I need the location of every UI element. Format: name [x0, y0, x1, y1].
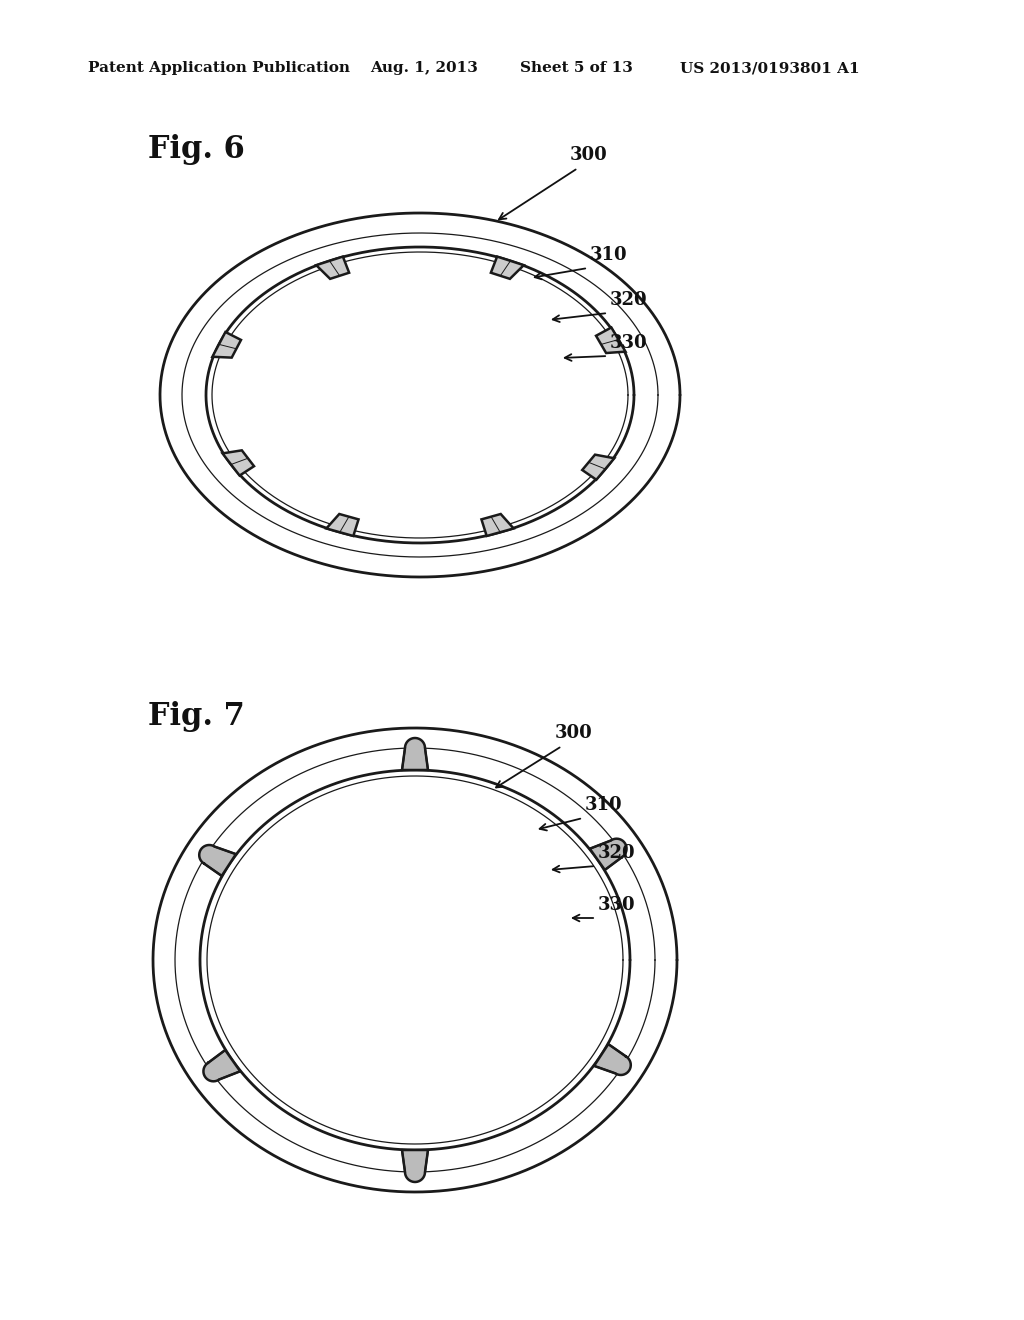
Polygon shape [327, 513, 358, 536]
Text: 300: 300 [570, 147, 608, 164]
Text: 320: 320 [610, 290, 647, 309]
Text: Fig. 7: Fig. 7 [148, 701, 245, 733]
Polygon shape [596, 327, 626, 352]
Text: 300: 300 [555, 723, 593, 742]
Text: Aug. 1, 2013: Aug. 1, 2013 [370, 61, 478, 75]
Polygon shape [204, 1051, 241, 1081]
Text: 330: 330 [610, 334, 647, 352]
Text: Patent Application Publication: Patent Application Publication [88, 61, 350, 75]
Text: 310: 310 [590, 246, 628, 264]
Polygon shape [490, 256, 523, 279]
Text: US 2013/0193801 A1: US 2013/0193801 A1 [680, 61, 859, 75]
Text: 320: 320 [598, 843, 636, 862]
Polygon shape [402, 738, 428, 770]
Text: Fig. 6: Fig. 6 [148, 135, 245, 165]
Text: 330: 330 [598, 896, 636, 913]
Polygon shape [590, 838, 627, 870]
Text: 310: 310 [585, 796, 623, 814]
Polygon shape [594, 1044, 631, 1074]
Polygon shape [316, 256, 349, 279]
Polygon shape [222, 450, 254, 475]
Text: Sheet 5 of 13: Sheet 5 of 13 [520, 61, 633, 75]
Polygon shape [402, 1150, 428, 1181]
Polygon shape [212, 333, 241, 358]
Polygon shape [200, 845, 236, 876]
Polygon shape [481, 513, 514, 536]
Polygon shape [583, 454, 614, 479]
